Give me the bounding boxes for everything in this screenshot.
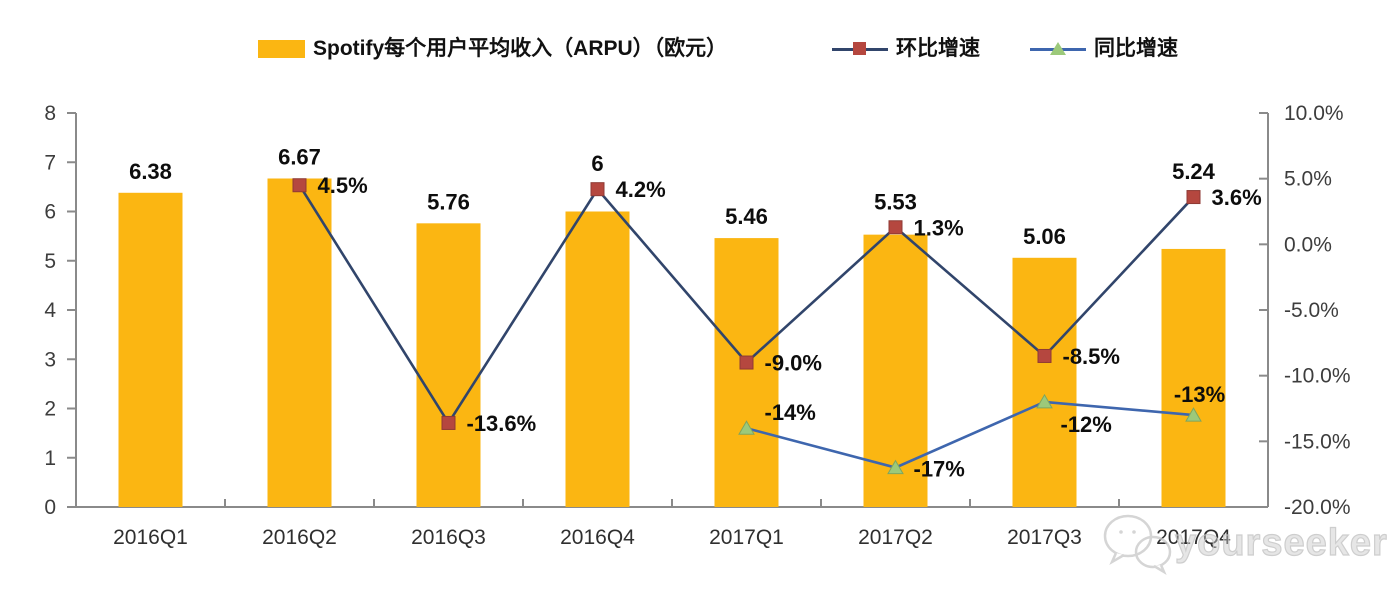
legend-item-yoy: 同比增速: [1030, 38, 1178, 60]
right-axis-tick-label: 10.0%: [1284, 102, 1344, 125]
triangle-marker-icon: [738, 420, 755, 435]
qoq-point-label: -13.6%: [467, 411, 537, 436]
square-marker-icon: [590, 182, 605, 197]
right-axis-tick-label: -10.0%: [1284, 365, 1351, 388]
square-marker-icon: [292, 178, 307, 193]
legend-label-arpu: Spotify每个用户平均收入（ARPU）（欧元）: [313, 37, 728, 60]
left-axis-tick-label: 6: [44, 201, 56, 224]
qoq-point-label: 3.6%: [1212, 185, 1262, 210]
yoy-point-label: -17%: [914, 457, 965, 482]
left-axis-tick-label: 3: [44, 348, 56, 371]
yoy-point-label: -13%: [1174, 382, 1225, 407]
left-axis-tick-label: 0: [44, 496, 56, 519]
left-axis-tick-label: 4: [44, 299, 56, 322]
bar-value-label: 5.06: [1023, 224, 1066, 249]
x-axis-category-label: 2016Q3: [411, 526, 486, 549]
yoy-point-label: -12%: [1061, 412, 1112, 437]
triangle-marker-icon: [1185, 407, 1202, 422]
square-marker-icon: [888, 220, 903, 235]
line-yoy: [746, 400, 1194, 469]
left-axis-tick-label: 7: [44, 151, 56, 174]
bar-value-label: 5.76: [427, 189, 470, 214]
bar: [118, 192, 183, 507]
right-axis-tick-label: 5.0%: [1284, 168, 1332, 191]
right-axis-tick-label: -20.0%: [1284, 496, 1351, 519]
right-axis-tick-label: -5.0%: [1284, 299, 1339, 322]
qoq-point-label: -8.5%: [1063, 344, 1120, 369]
bar: [714, 238, 779, 507]
line-triangle-swatch-icon: [1030, 41, 1086, 57]
left-axis-tick-label: 1: [44, 447, 56, 470]
qoq-point-label: 1.3%: [914, 215, 964, 240]
bar-value-label: 5.24: [1172, 159, 1216, 184]
bar-value-label: 5.53: [874, 189, 917, 214]
qoq-point-label: 4.5%: [318, 173, 368, 198]
x-axis-category-label: 2017Q2: [858, 526, 933, 549]
right-axis-tick-label: -15.0%: [1284, 430, 1351, 453]
bar: [1012, 257, 1077, 507]
square-marker-icon: [1037, 348, 1052, 363]
x-axis-category-label: 2016Q1: [113, 526, 188, 549]
legend-label-qoq: 环比增速: [896, 37, 980, 60]
bar: [1161, 248, 1226, 507]
right-axis-tick-label: 0.0%: [1284, 233, 1332, 256]
bar-value-label: 6: [591, 151, 603, 176]
bar: [416, 223, 481, 507]
triangle-marker-icon: [1036, 393, 1053, 409]
legend-item-qoq: 环比增速: [832, 38, 980, 60]
bar-value-label: 5.46: [725, 204, 768, 229]
qoq-point-label: -9.0%: [765, 351, 822, 376]
square-marker-icon: [441, 415, 456, 430]
square-marker-icon: [853, 42, 866, 55]
triangle-marker-icon: [887, 459, 904, 475]
bar-value-label: 6.67: [278, 145, 321, 170]
legend-label-yoy: 同比增速: [1094, 37, 1178, 60]
bar: [565, 211, 630, 507]
x-axis-category-label: 2017Q4: [1156, 526, 1231, 549]
x-axis-category-label: 2016Q2: [262, 526, 337, 549]
triangle-marker-icon: [1050, 42, 1066, 55]
x-axis-category-label: 2017Q3: [1007, 526, 1082, 549]
qoq-point-label: 4.2%: [616, 177, 666, 202]
square-marker-icon: [1186, 190, 1201, 205]
yoy-point-label: -14%: [765, 400, 816, 425]
line-square-swatch-icon: [832, 41, 888, 57]
bar-value-label: 6.38: [129, 159, 172, 184]
bar: [267, 178, 332, 507]
square-marker-icon: [739, 355, 754, 370]
left-axis-tick-label: 8: [44, 102, 56, 125]
x-axis-category-label: 2017Q1: [709, 526, 784, 549]
bar-swatch-icon: [258, 40, 305, 58]
left-axis-tick-label: 5: [44, 250, 56, 273]
x-axis-category-label: 2016Q4: [560, 526, 635, 549]
legend-item-arpu: Spotify每个用户平均收入（ARPU）（欧元）: [258, 38, 727, 60]
left-axis-tick-label: 2: [44, 398, 56, 421]
